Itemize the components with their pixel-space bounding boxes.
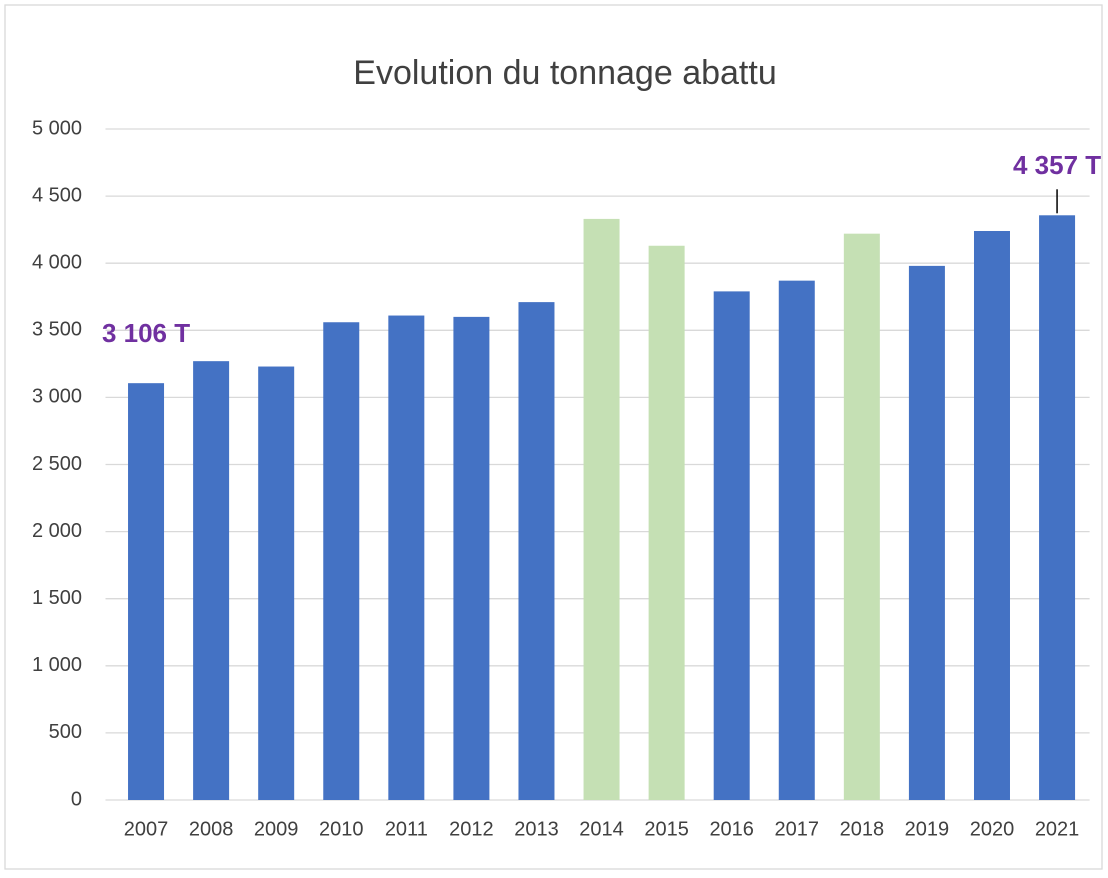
value-label: 3 106 T	[102, 318, 190, 348]
bar	[193, 361, 230, 800]
chart-title: Evolution du tonnage abattu	[353, 54, 776, 92]
bar	[323, 322, 360, 800]
x-tick-label: 2011	[385, 818, 428, 840]
y-tick-label: 500	[49, 721, 82, 743]
x-tick-label: 2020	[970, 818, 1015, 840]
y-tick-label: 2 500	[32, 453, 82, 475]
bar	[388, 315, 425, 800]
x-tick-label: 2016	[709, 818, 754, 840]
bar	[648, 245, 685, 800]
x-tick-label: 2018	[840, 818, 885, 840]
bar	[583, 218, 620, 800]
x-tick-label: 2017	[775, 818, 820, 840]
x-tick-label: 2009	[254, 818, 299, 840]
bar	[778, 280, 815, 800]
y-tick-label: 3 000	[32, 386, 82, 408]
x-tick-label: 2010	[319, 818, 364, 840]
y-tick-label: 1 000	[32, 654, 82, 676]
y-tick-label: 2 000	[32, 520, 82, 542]
y-tick-label: 5 000	[32, 117, 82, 139]
x-tick-label: 2007	[124, 818, 169, 840]
x-tick-label: 2012	[449, 818, 494, 840]
bar	[258, 366, 295, 800]
bar	[713, 291, 750, 800]
x-tick-label: 2008	[189, 818, 234, 840]
y-tick-label: 0	[71, 788, 82, 810]
bar	[843, 233, 880, 800]
x-tick-label: 2021	[1035, 818, 1080, 840]
bar	[453, 316, 490, 800]
value-label: 4 357 T	[1013, 150, 1101, 180]
y-tick-label: 4 500	[32, 184, 82, 206]
y-tick-label: 4 000	[32, 251, 82, 273]
bar	[973, 230, 1010, 800]
x-tick-label: 2014	[579, 818, 624, 840]
bar	[1039, 215, 1076, 801]
x-tick-label: 2019	[905, 818, 950, 840]
bar	[128, 383, 165, 800]
y-tick-label: 3 500	[32, 319, 82, 341]
x-tick-label: 2013	[514, 818, 559, 840]
x-tick-label: 2015	[644, 818, 689, 840]
bar	[908, 265, 945, 800]
y-tick-label: 1 500	[32, 587, 82, 609]
bar	[518, 302, 555, 800]
